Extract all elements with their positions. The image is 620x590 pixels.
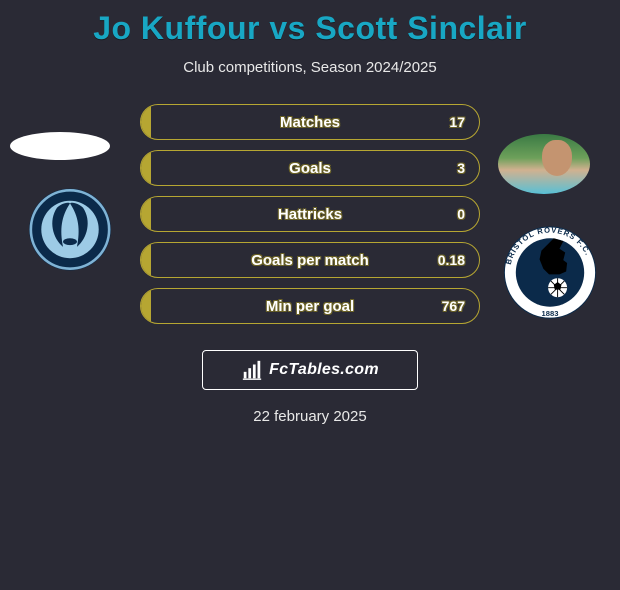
stat-label: Goals per match [141,252,479,269]
branding-box[interactable]: FcTables.com [202,350,418,390]
stat-label: Matches [141,114,479,131]
stat-value-right: 0.18 [438,252,465,268]
stat-row: Matches17 [140,104,480,140]
stat-value-right: 767 [442,298,465,314]
stat-value-right: 0 [457,206,465,222]
stat-value-right: 17 [449,114,465,130]
stat-row: Goals3 [140,150,480,186]
stat-label: Hattricks [141,206,479,223]
comparison-title: Jo Kuffour vs Scott Sinclair [0,10,620,47]
season-subtitle: Club competitions, Season 2024/2025 [0,59,620,76]
branding-label: FcTables.com [269,361,379,379]
stat-label: Min per goal [141,298,479,315]
stat-row: Hattricks0 [140,196,480,232]
stat-value-right: 3 [457,160,465,176]
stats-container: Matches17 Goals3 Hattricks0 Goals per match… [0,104,620,334]
stat-row: Min per goal767 [140,288,480,324]
stat-label: Goals [141,160,479,177]
stat-row: Goals per match0.18 [140,242,480,278]
comparison-date: 22 february 2025 [0,408,620,425]
bar-chart-icon [241,359,263,381]
